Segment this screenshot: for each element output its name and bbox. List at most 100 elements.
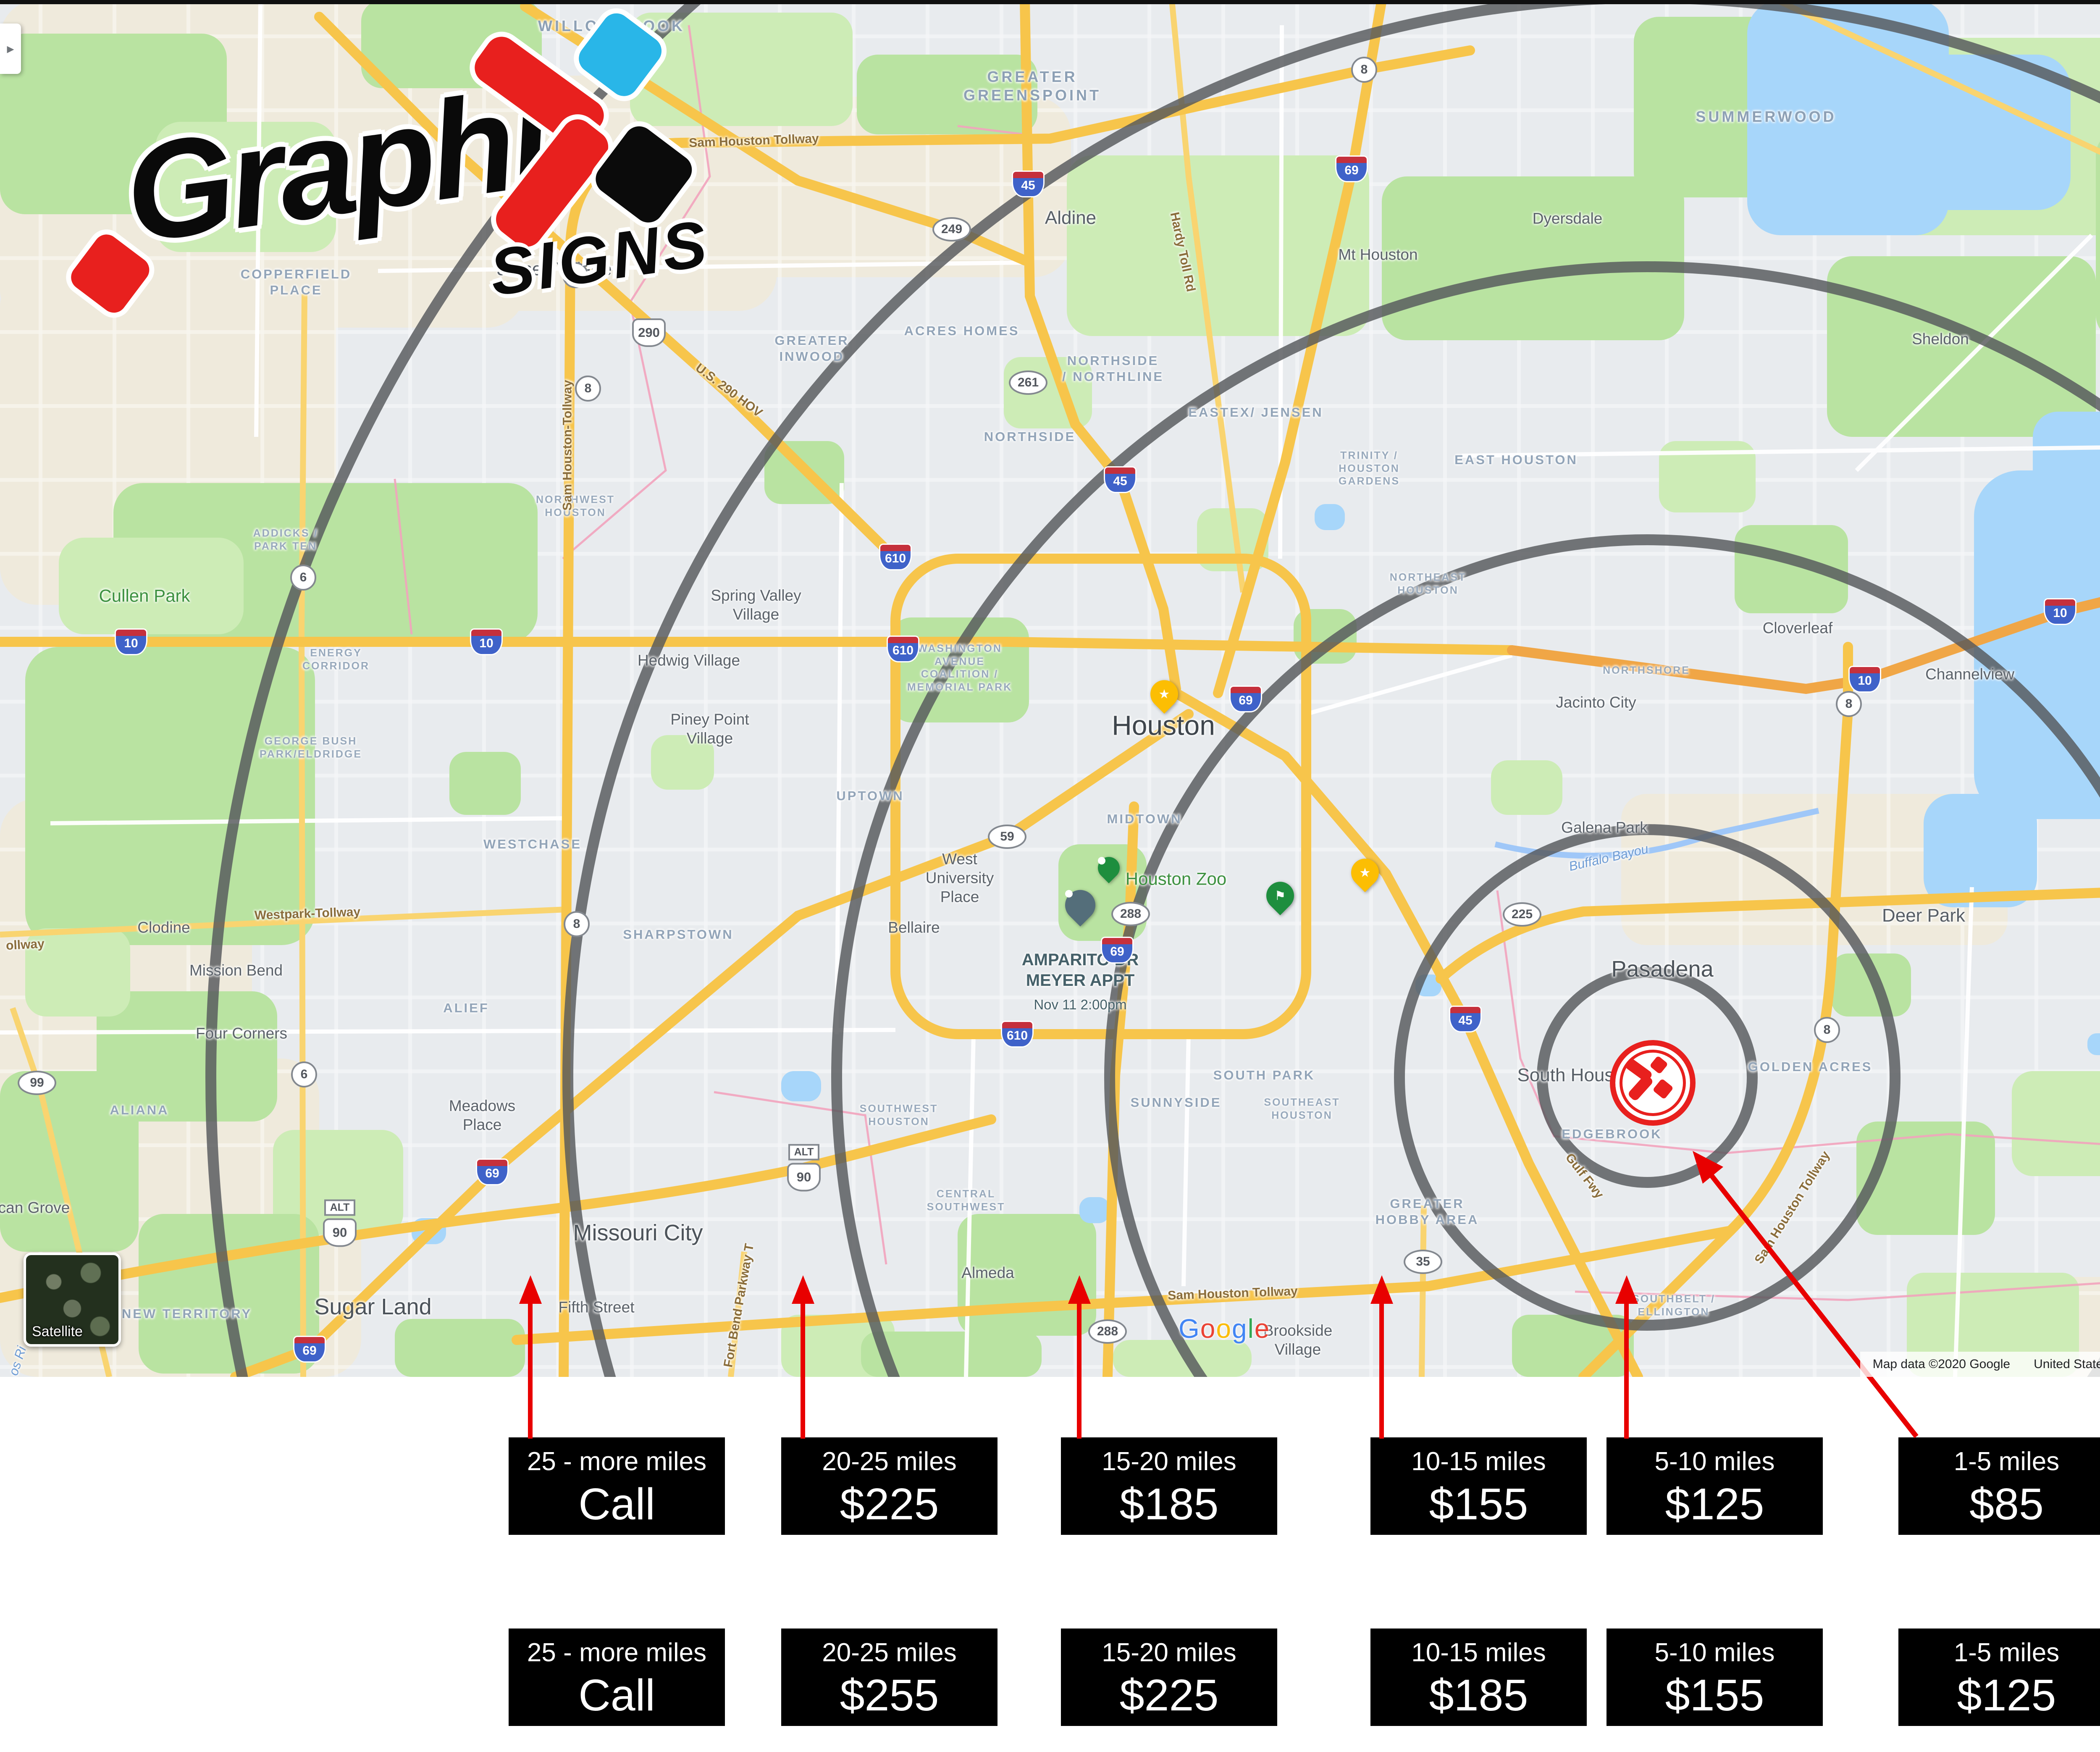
rect — [449, 752, 521, 815]
map-label: Brookside Village — [1263, 1321, 1333, 1359]
div: GREATER — [1390, 1196, 1465, 1211]
div: os Ri — [6, 1344, 29, 1377]
graphix-location-marker[interactable] — [1610, 1040, 1696, 1126]
div: CORRIDOR — [302, 660, 370, 672]
price-box-banner-1-5: 1-5 miles $125 — [1898, 1629, 2100, 1726]
div: ALT — [324, 1199, 356, 1216]
route-badge: 10 — [470, 628, 503, 655]
rect — [1831, 953, 1911, 1017]
map-label: Meadows Place — [449, 1096, 515, 1134]
div: HOUSTON — [1271, 1109, 1333, 1121]
div: PARK/ELDRIDGE — [259, 748, 362, 760]
span: l — [1247, 1313, 1255, 1344]
div: Sugar Land — [314, 1294, 432, 1320]
map-label: NORTHEAST HOUSTON — [1390, 571, 1467, 597]
map-label: Piney Point Village — [670, 710, 749, 748]
div: 10-15 miles — [1411, 1447, 1546, 1476]
route-badge: 8 — [1814, 1017, 1840, 1043]
route-badge: 10 — [1848, 666, 1881, 693]
rect — [97, 991, 277, 1122]
route-badge: 249 — [932, 217, 971, 242]
div: $85 — [1969, 1479, 2044, 1529]
div: Westpark-Tollway — [254, 905, 361, 923]
map-label: Hedwig Village — [638, 651, 740, 670]
path — [1102, 801, 1139, 1377]
star-pin-icon[interactable]: ★ — [1144, 674, 1184, 714]
path — [0, 1114, 996, 1303]
div: Houston Zoo — [1125, 869, 1227, 889]
div: Meadows — [449, 1097, 516, 1114]
route-badge: 610 — [887, 636, 919, 662]
map-label: EAST HOUSTON — [1454, 452, 1578, 468]
div: HOUSTON — [1339, 462, 1400, 474]
rect — [1315, 504, 1345, 530]
div: Nov 11 2:00pm — [1034, 996, 1127, 1012]
map-label: SUMMERWOOD — [1696, 108, 1836, 126]
path — [0, 1028, 896, 1035]
div: PLACE — [270, 283, 323, 297]
map-label: Gulf Fwy — [1562, 1150, 1607, 1202]
map-label: Nov 11 2:00pm — [1034, 996, 1126, 1013]
rect — [2096, 141, 2100, 329]
rect — [2087, 1033, 2100, 1055]
span: ★ — [1359, 865, 1371, 880]
price-box-vinyl-10-15: 10-15 miles $155 — [1370, 1437, 1587, 1535]
price-box-vinyl-15-20: 15-20 miles $185 — [1061, 1437, 1277, 1535]
side-panel-toggle[interactable]: ▸ — [0, 24, 21, 74]
rect — [1067, 155, 1369, 336]
satellite-toggle-label: Satellite — [32, 1324, 83, 1340]
map-label: Houston — [1112, 709, 1215, 743]
path — [0, 637, 1517, 655]
map-label: Pasadena — [1611, 956, 1713, 983]
div: Sam Houston Tollway — [1752, 1148, 1833, 1266]
map-label: Galena Park — [1561, 818, 1648, 837]
map-label: MIDTOWN — [1107, 811, 1182, 827]
path — [1436, 888, 2100, 984]
flag-pin-icon[interactable]: ⚑ — [1260, 876, 1300, 915]
star-pin-icon[interactable]: ★ — [1345, 853, 1385, 892]
route-badge: 45 — [1104, 466, 1137, 493]
google-logo[interactable]: Google — [1179, 1313, 1270, 1344]
div: GEORGE BUSH — [264, 735, 357, 747]
route-badge: 288 — [1111, 902, 1150, 926]
div: Hardy Toll Rd — [1167, 211, 1198, 293]
div: GARDENS — [1338, 475, 1400, 487]
map-label: Jacinto City — [1556, 693, 1636, 712]
top-border — [0, 0, 2100, 4]
attribution-region[interactable]: United States — [2034, 1357, 2100, 1371]
div: 25 - more miles — [527, 1638, 707, 1667]
path — [1496, 890, 2100, 1154]
google-map[interactable]: WILLOWBROOKGREATERGREENSPOINTSUMMERWOODA… — [0, 0, 2100, 1377]
div: ELLINGTON — [1638, 1306, 1710, 1318]
rect — [25, 647, 315, 945]
path — [1020, 0, 1181, 694]
div: Hedwig Village — [637, 651, 740, 669]
div: $155 — [1665, 1671, 1764, 1720]
div: GOLDEN ACRES — [1748, 1059, 1873, 1074]
path — [1953, 887, 1974, 1377]
appointment-pin-icon[interactable] — [1059, 883, 1102, 927]
span — [1063, 888, 1074, 899]
satellite-toggle-button[interactable]: Satellite — [24, 1253, 121, 1347]
map-label: U.S. 290 HOV — [692, 360, 765, 421]
div: 5-10 miles — [1654, 1447, 1775, 1476]
div: ALIEF — [443, 1001, 489, 1016]
span: ⚑ — [1274, 888, 1286, 903]
map-label: Missouri City — [573, 1219, 703, 1247]
div: U.S. 290 HOV — [693, 360, 765, 420]
map-label: NEW TERRITORY — [122, 1306, 252, 1322]
map-label: EDGEBROOK — [1562, 1126, 1662, 1142]
div: NEW TERRITORY — [121, 1306, 252, 1321]
div: 1-5 miles — [1953, 1447, 2060, 1476]
rect — [890, 554, 1311, 1039]
rect — [1915, 55, 2071, 210]
div: Deer Park — [1882, 905, 1966, 926]
graphix-x-icon — [1612, 1042, 1694, 1124]
path — [0, 906, 567, 938]
map-label: Spring Valley Village — [711, 586, 801, 624]
price-box-vinyl-20-25: 20-25 miles $225 — [781, 1437, 998, 1535]
map-label: ALIEF — [443, 1000, 489, 1016]
zoo-pin-icon[interactable] — [1093, 852, 1124, 883]
radius-ring — [1394, 824, 1900, 1331]
rect — [781, 1071, 821, 1101]
